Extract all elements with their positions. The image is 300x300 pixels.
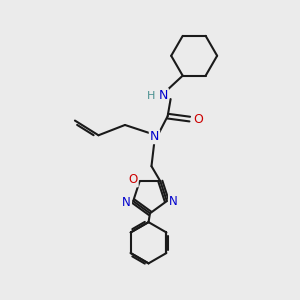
Text: N: N: [169, 195, 178, 208]
Text: O: O: [193, 112, 203, 126]
Text: N: N: [150, 130, 159, 143]
Text: N: N: [122, 196, 131, 209]
Text: O: O: [128, 173, 138, 186]
Text: N: N: [159, 89, 168, 102]
Text: H: H: [147, 91, 155, 100]
